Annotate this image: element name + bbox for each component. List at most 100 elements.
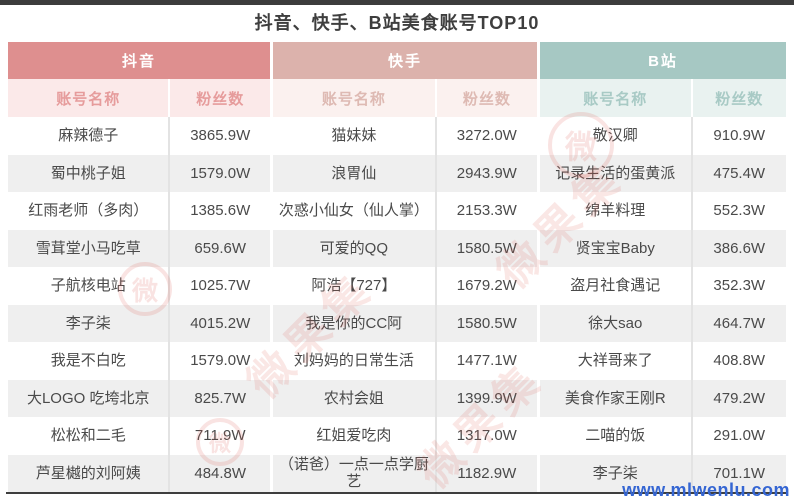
fans-count-cell: 552.3W — [713, 202, 766, 220]
account-name-cell: 松松和二毛 — [8, 417, 171, 455]
table-row: 次惑小仙女（仙人掌） 2153.3W — [273, 192, 537, 230]
table-row: 贤宝宝Baby 386.6W — [540, 229, 786, 267]
table-row: 敬汉卿 910.9W — [540, 117, 786, 155]
table-row: 李子柒 4015.2W — [8, 304, 270, 342]
fans-count-cell: 4015.2W — [190, 314, 251, 332]
account-name-cell: 猫妹妹 — [273, 117, 437, 155]
section-bilibili: B站 账号名称 粉丝数 敬汉卿 910.9W 记录生活的蛋黄派 475.4W 绵羊料理 5… — [537, 42, 786, 492]
account-name-cell: 红姐爱吃肉 — [273, 417, 437, 455]
table-row: 子航核电站 1025.7W — [8, 267, 270, 305]
account-name-cell: 可爱的QQ — [273, 229, 437, 267]
account-name-cell: 敬汉卿 — [540, 117, 693, 155]
fans-count-cell: 910.9W — [713, 127, 766, 145]
fans-count-cell: 1580.5W — [456, 314, 517, 332]
column-header-account: 账号名称 — [273, 79, 437, 117]
fans-count-cell: 484.8W — [194, 464, 247, 482]
table-row: 大祥哥来了 408.8W — [540, 342, 786, 380]
fans-count-cell: 2153.3W — [456, 202, 517, 220]
account-name-cell: 绵羊料理 — [540, 192, 693, 230]
fans-count-cell: 352.3W — [713, 277, 766, 295]
fans-count-cell: 479.2W — [713, 389, 766, 407]
section-douyin: 抖音 账号名称 粉丝数 麻辣德子 3865.9W 蜀中桃子姐 1579.0W 红雨老师（… — [8, 42, 270, 492]
table-row: 美食作家王刚R 479.2W — [540, 379, 786, 417]
table-row: 松松和二毛 711.9W — [8, 417, 270, 455]
column-header-account: 账号名称 — [8, 79, 171, 117]
column-header-fans: 粉丝数 — [462, 90, 511, 108]
platform-header-douyin: 抖音 — [8, 42, 270, 79]
fans-count-cell: 475.4W — [713, 164, 766, 182]
account-name-cell: 美食作家王刚R — [540, 379, 693, 417]
fans-count-cell: 1477.1W — [456, 352, 517, 370]
account-name-cell: 农村会姐 — [273, 379, 437, 417]
account-name-cell: 浪胃仙 — [273, 154, 437, 192]
fans-count-cell: 701.1W — [713, 464, 766, 482]
column-header-account: 账号名称 — [540, 79, 693, 117]
table-row: 麻辣德子 3865.9W — [8, 117, 270, 155]
ranking-table: 抖音 账号名称 粉丝数 麻辣德子 3865.9W 蜀中桃子姐 1579.0W 红雨老师（… — [8, 42, 786, 492]
fans-count-cell: 1317.0W — [456, 427, 517, 445]
fans-count-cell: 1679.2W — [456, 277, 517, 295]
table-row: 芦星樾的刘阿姨 484.8W — [8, 454, 270, 492]
table-row: 盗月社食遇记 352.3W — [540, 267, 786, 305]
account-name-cell: 刘妈妈的日常生活 — [273, 342, 437, 380]
subheader-kuaishou: 账号名称 粉丝数 — [273, 79, 537, 117]
account-name-cell: 芦星樾的刘阿姨 — [8, 454, 171, 492]
table-row: 徐大sao 464.7W — [540, 304, 786, 342]
column-header-fans: 粉丝数 — [715, 90, 764, 108]
table-row: 猫妹妹 3272.0W — [273, 117, 537, 155]
column-header-fans: 粉丝数 — [196, 90, 245, 108]
fans-count-cell: 464.7W — [713, 314, 766, 332]
account-name-cell: 李子柒 — [540, 454, 693, 492]
account-name-cell: 大祥哥来了 — [540, 342, 693, 380]
table-row: 二喵的饭 291.0W — [540, 417, 786, 455]
fans-count-cell: 1182.9W — [457, 464, 517, 482]
table-row: 阿浩【727】 1679.2W — [273, 267, 537, 305]
platform-header-bilibili: B站 — [540, 42, 786, 79]
account-name-cell: 我是你的CC阿 — [273, 304, 437, 342]
table-row: 大LOGO 吃垮北京 825.7W — [8, 379, 270, 417]
fans-count-cell: 1399.9W — [456, 389, 517, 407]
table-row: 雪茸堂小马吃草 659.6W — [8, 229, 270, 267]
fans-count-cell: 1385.6W — [190, 202, 251, 220]
table-row: 蜀中桃子姐 1579.0W — [8, 154, 270, 192]
site-url-link[interactable]: www.mlwenlu.com — [622, 480, 790, 500]
fans-count-cell: 2943.9W — [456, 164, 517, 182]
fans-count-cell: 386.6W — [713, 239, 766, 257]
fans-count-cell: 1580.5W — [456, 239, 517, 257]
account-name-cell: 二喵的饭 — [540, 417, 693, 455]
table-row: 记录生活的蛋黄派 475.4W — [540, 154, 786, 192]
table-row: 我是不白吃 1579.0W — [8, 342, 270, 380]
account-name-cell: 子航核电站 — [8, 267, 171, 305]
fans-count-cell: 1579.0W — [190, 164, 251, 182]
fans-count-cell: 408.8W — [713, 352, 766, 370]
account-name-cell: 李子柒 — [8, 304, 171, 342]
account-name-cell: 贤宝宝Baby — [540, 229, 693, 267]
rows-kuaishou: 猫妹妹 3272.0W 浪胃仙 2943.9W 次惑小仙女（仙人掌） 2153.3W 可爱的… — [273, 117, 537, 492]
account-name-cell: 徐大sao — [540, 304, 693, 342]
table-row: （诺爸）一点一点学厨艺 1182.9W — [273, 454, 537, 492]
fans-count-cell: 825.7W — [194, 389, 247, 407]
rows-douyin: 麻辣德子 3865.9W 蜀中桃子姐 1579.0W 红雨老师（多肉） 1385.6W 雪茸… — [8, 117, 270, 492]
fans-count-cell: 659.6W — [194, 239, 247, 257]
table-row: 农村会姐 1399.9W — [273, 379, 537, 417]
account-name-cell: 红雨老师（多肉） — [8, 192, 171, 230]
fans-count-cell: 3272.0W — [456, 127, 517, 145]
account-name-cell: 麻辣德子 — [8, 117, 171, 155]
account-name-cell: 阿浩【727】 — [273, 267, 437, 305]
fans-count-cell: 291.0W — [713, 427, 766, 445]
section-kuaishou: 快手 账号名称 粉丝数 猫妹妹 3272.0W 浪胃仙 2943.9W 次惑小仙女（仙人… — [270, 42, 537, 492]
rows-bilibili: 敬汉卿 910.9W 记录生活的蛋黄派 475.4W 绵羊料理 552.3W 贤宝宝Baby… — [540, 117, 786, 492]
top-border-bar — [0, 0, 794, 5]
account-name-cell: （诺爸）一点一点学厨艺 — [273, 454, 437, 492]
table-row: 红姐爱吃肉 1317.0W — [273, 417, 537, 455]
platform-header-kuaishou: 快手 — [273, 42, 537, 79]
table-row: 我是你的CC阿 1580.5W — [273, 304, 537, 342]
account-name-cell: 记录生活的蛋黄派 — [540, 154, 693, 192]
fans-count-cell: 711.9W — [194, 427, 246, 445]
account-name-cell: 盗月社食遇记 — [540, 267, 693, 305]
table-row: 刘妈妈的日常生活 1477.1W — [273, 342, 537, 380]
account-name-cell: 雪茸堂小马吃草 — [8, 229, 171, 267]
fans-count-cell: 1025.7W — [190, 277, 251, 295]
table-row: 可爱的QQ 1580.5W — [273, 229, 537, 267]
account-name-cell: 次惑小仙女（仙人掌） — [273, 192, 437, 230]
